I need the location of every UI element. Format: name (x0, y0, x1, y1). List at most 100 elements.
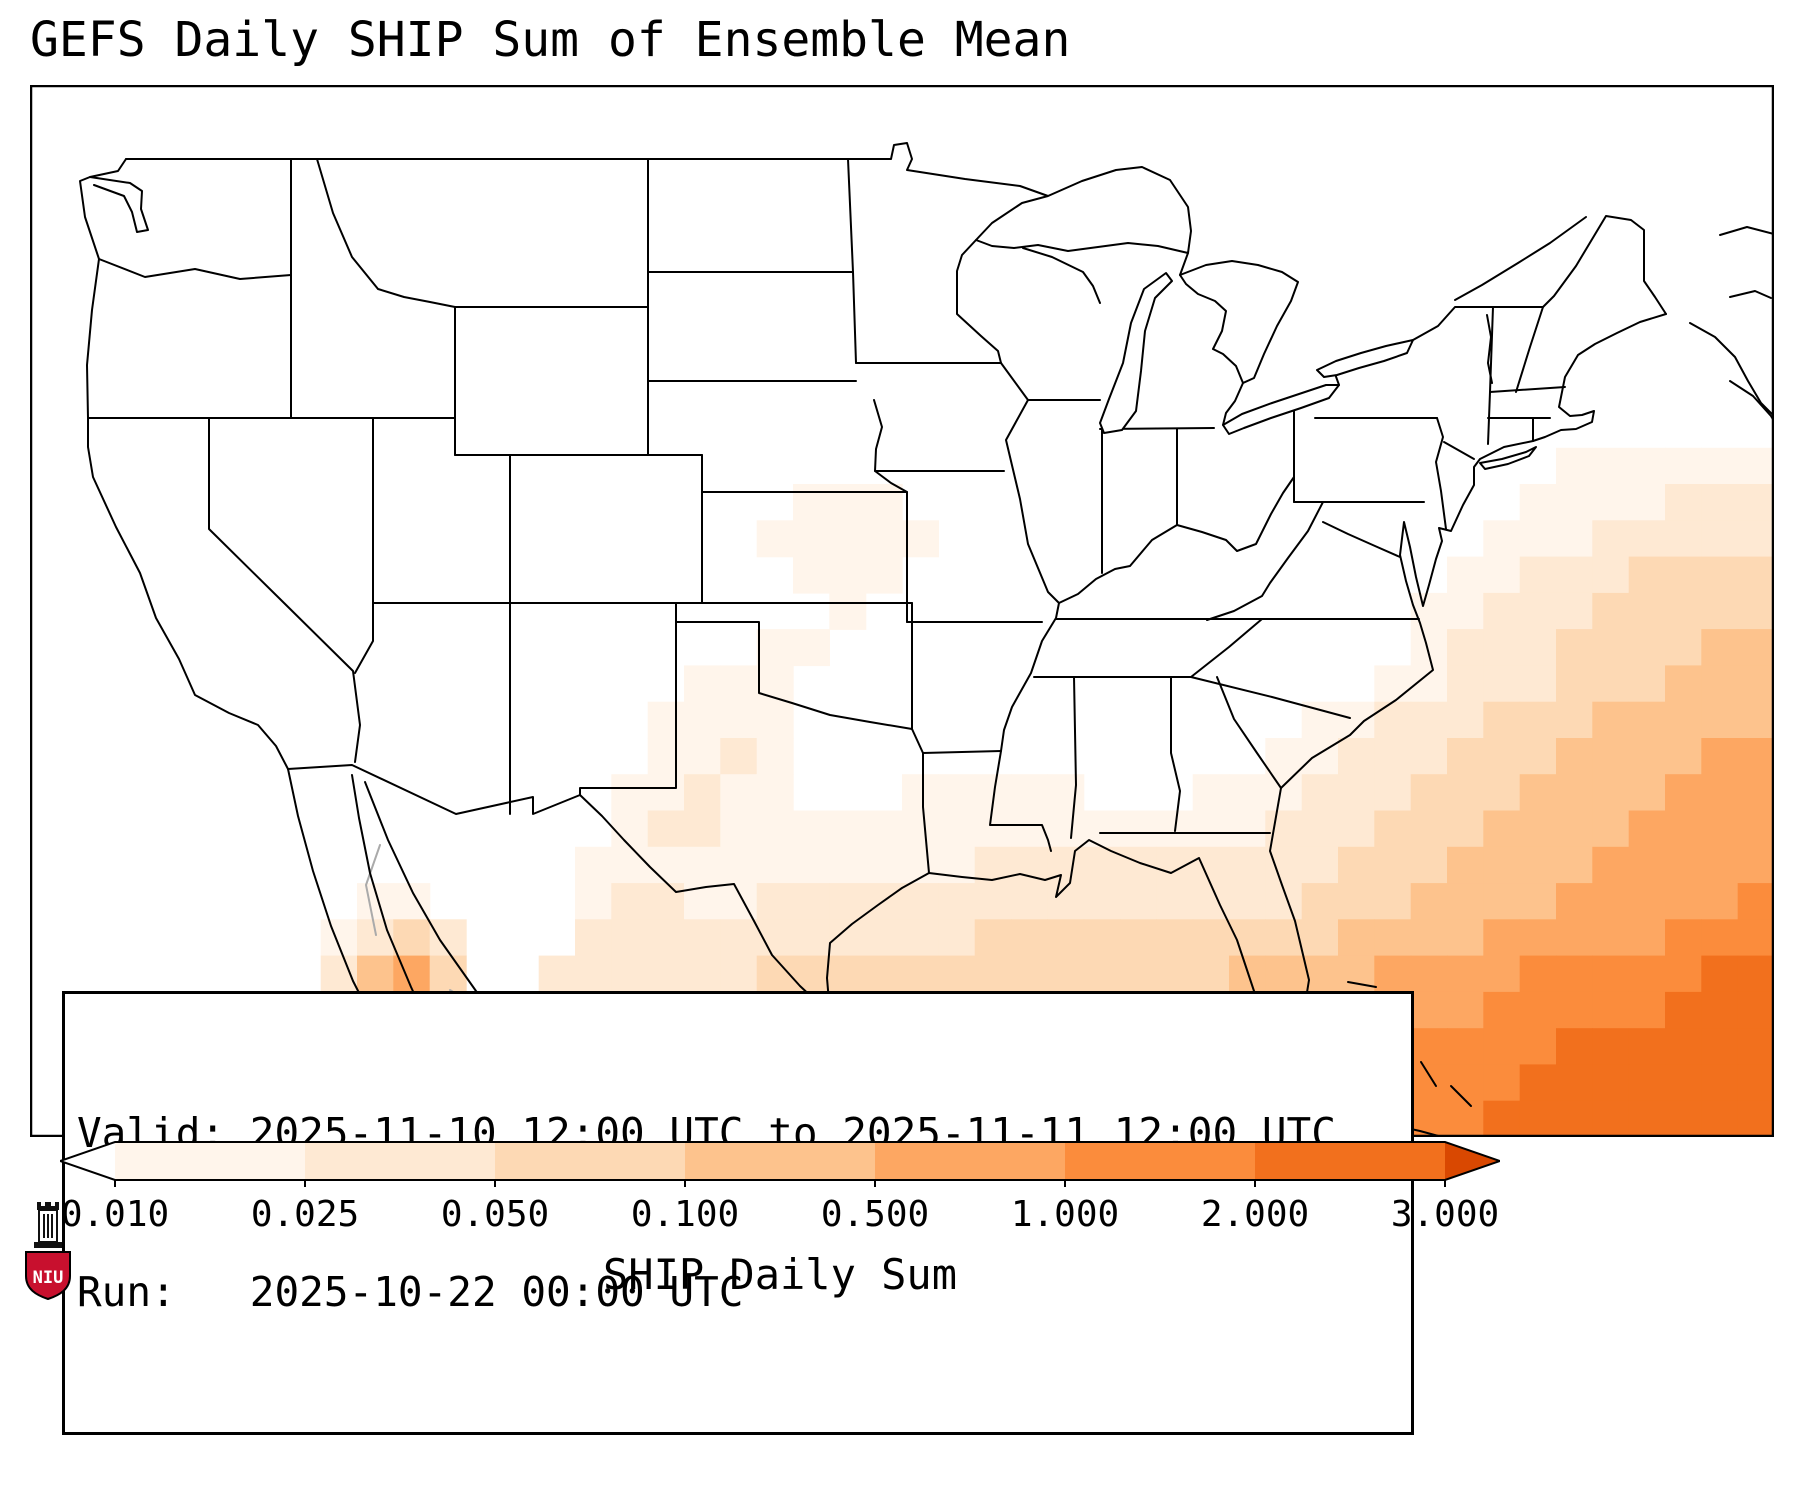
shading-cell (1410, 883, 1448, 921)
shading-cell (684, 738, 721, 775)
shading-cell (1628, 883, 1666, 921)
figure-title: GEFS Daily SHIP Sum of Ensemble Mean (30, 12, 1071, 68)
lake-ontario (1316, 339, 1414, 378)
shading-cell (1628, 520, 1666, 558)
shading-cell (1737, 846, 1774, 884)
shading-cell (1628, 774, 1666, 812)
pacific-coastline (79, 158, 289, 770)
shading-cell (902, 520, 939, 558)
shading-cell (1410, 991, 1448, 1029)
shading-cell (720, 919, 758, 957)
shading-cell (1410, 1100, 1448, 1137)
shading-cell (1665, 991, 1702, 1029)
shading-cell (1628, 592, 1666, 630)
shading-cell (1338, 919, 1375, 957)
colorbar-over-arrow (1445, 1142, 1500, 1180)
canada-border (125, 142, 1049, 197)
shading-cell (1229, 846, 1266, 884)
shading-cell (1665, 629, 1702, 667)
shading-cell (1628, 1064, 1666, 1102)
shading-cell (1701, 991, 1739, 1029)
shading-cell (1737, 484, 1774, 521)
shading-cell (1447, 991, 1484, 1029)
shading-cell (793, 556, 830, 594)
shading-cell (1592, 1100, 1630, 1137)
state-border (911, 728, 930, 874)
shading-cell (1301, 810, 1339, 848)
shading-cell (756, 774, 794, 812)
shading-cell (1483, 810, 1521, 848)
shading-cell (1120, 810, 1157, 848)
shading-cell (720, 665, 758, 703)
shading-cell (1665, 919, 1702, 957)
colorbar-tick-label: 0.050 (440, 1194, 550, 1235)
shading-cell (829, 592, 867, 630)
colorbar-segment (495, 1142, 686, 1180)
shading-cell (1556, 447, 1593, 485)
niu-logo-text: NIU (33, 1268, 64, 1288)
state-border (98, 258, 292, 280)
shading-cell (1701, 846, 1739, 884)
shading-cell (1047, 774, 1085, 812)
shading-cell (1011, 774, 1048, 812)
state-border (1170, 676, 1181, 832)
shading-cell (1737, 738, 1774, 775)
shading-cell (1083, 955, 1121, 993)
shading-cell (1483, 991, 1521, 1029)
shading-cell (1592, 629, 1630, 667)
shading-cell (1556, 1100, 1593, 1137)
niu-tower-icon (34, 1202, 62, 1248)
shading-cell (1592, 701, 1630, 739)
shading-cell (684, 955, 721, 993)
shading-cell (1447, 665, 1484, 703)
shading-cell (538, 955, 576, 993)
shading-cell (865, 846, 903, 884)
shading-cell (756, 810, 794, 848)
shading-cell (1701, 810, 1739, 848)
shading-cell (1701, 919, 1739, 957)
shading-cell (1156, 883, 1194, 921)
shading-cell (1701, 774, 1739, 812)
canada-coast (1689, 322, 1774, 417)
great-lakes-layer (975, 166, 1414, 435)
shading-cell (1083, 883, 1121, 921)
shading-cell (1519, 1100, 1557, 1137)
shading-cell (720, 810, 758, 848)
shading-cell (1374, 665, 1412, 703)
state-border (1190, 618, 1263, 678)
shading-cell (611, 919, 649, 957)
shading-cell (1083, 919, 1121, 957)
shading-cell (1301, 846, 1339, 884)
shading-cell (1592, 846, 1630, 884)
bahamas-island (1420, 1061, 1437, 1087)
shading-cell (902, 955, 939, 993)
long-island (1479, 446, 1537, 470)
shading-cell (1665, 1100, 1702, 1137)
colorbar-tick-labels: 0.010 0.025 0.050 0.100 0.500 1.000 2.000 3.000 (60, 1194, 1500, 1238)
shading-cell (1519, 991, 1557, 1029)
shading-cell (829, 810, 867, 848)
shading-cell (1519, 883, 1557, 921)
shading-cell (575, 846, 612, 884)
shading-cell (1447, 556, 1484, 594)
shading-cell (1592, 991, 1630, 1029)
state-border (1206, 501, 1324, 621)
shading-cell (756, 629, 794, 667)
shading-cell (902, 774, 939, 812)
shading-cell (1592, 774, 1630, 812)
shading-cell (1556, 484, 1593, 521)
shading-cell (1120, 919, 1157, 957)
shading-cell (1665, 484, 1702, 521)
shading-cell (1156, 919, 1194, 957)
shading-cell (974, 955, 1012, 993)
shading-cell (1410, 629, 1448, 667)
niu-logo-graphic: NIU (25, 1202, 71, 1301)
shading-cell (1737, 883, 1774, 921)
colorbar-tick-label: 1.000 (1010, 1194, 1120, 1235)
shading-cell (1447, 592, 1484, 630)
shading-cell (1483, 520, 1521, 558)
shading-cell (1483, 1100, 1521, 1137)
state-border (1070, 676, 1077, 839)
shading-cell (1665, 1064, 1702, 1102)
state-border (922, 750, 1002, 754)
